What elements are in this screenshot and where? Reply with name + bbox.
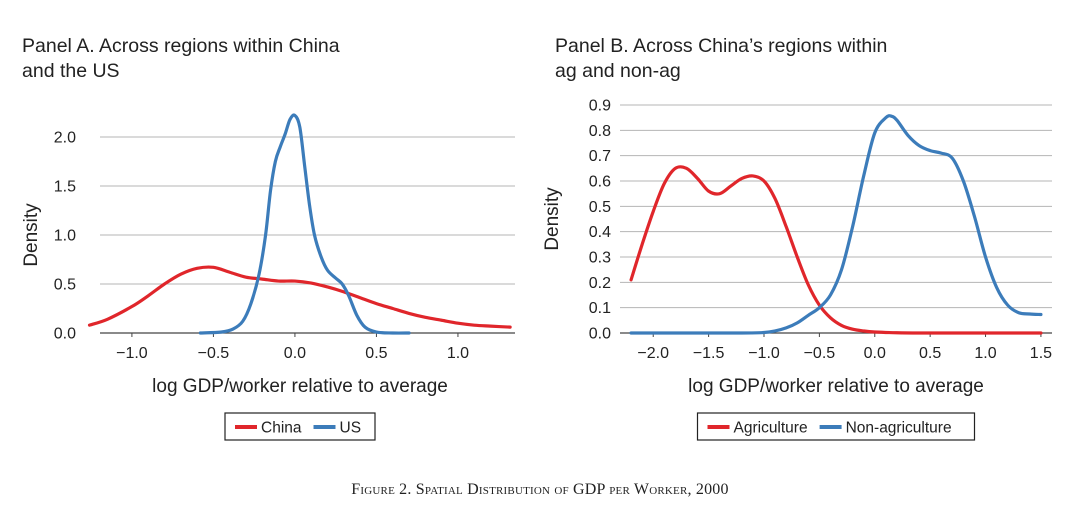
panel-b-ylabel: Density: [542, 187, 563, 251]
panel-b-ytick-label: 0.9: [589, 98, 611, 115]
panel-b-title-line: ag and non-ag: [555, 60, 681, 82]
panel-b: Panel B. Across China’s regions within ag…: [542, 35, 1052, 441]
panel-a: Panel A. Across regions within China and …: [21, 35, 515, 441]
panel-b-xtick-label: −2.0: [637, 345, 669, 362]
panel-b-legend-label: Agriculture: [734, 420, 808, 437]
panel-b-ytick-label: 0.5: [589, 199, 611, 216]
panel-a-legend-label: China: [261, 420, 302, 437]
panel-b-ytick-label: 0.4: [589, 224, 611, 241]
panel-a-ytick-label: 0.0: [54, 326, 76, 343]
panel-b-xlabel: log GDP/worker relative to average: [688, 376, 984, 397]
panel-a-legend: China US: [224, 412, 376, 441]
panel-a-xtick-label: −0.5: [198, 345, 230, 362]
panel-a-ytick-label: 1.0: [54, 228, 76, 245]
panel-b-xtick-label: 1.0: [974, 345, 996, 362]
panel-b-ytick-label: 0.7: [589, 148, 611, 165]
panel-b-legend: Agriculture Non-agriculture: [696, 412, 976, 441]
panel-a-legend-label: US: [340, 420, 362, 437]
panel-a-xtick-label: 1.0: [447, 345, 469, 362]
panel-a-title-line: and the US: [22, 60, 120, 82]
panel-b-xtick-label: 0.5: [919, 345, 941, 362]
panel-a-xtick-label: 0.0: [284, 345, 306, 362]
panel-b-ytick-label: 0.2: [589, 275, 611, 292]
panel-b-series-non-agriculture: [629, 114, 1043, 335]
panel-a-ytick-label: 0.5: [54, 277, 76, 294]
panel-b-xtick-label: 0.0: [864, 345, 886, 362]
panel-a-legend-box: [224, 412, 376, 441]
panel-a-ytick-label: 1.5: [54, 179, 76, 196]
panel-b-ytick-label: 0.3: [589, 250, 611, 267]
panel-b-series-agriculture: [629, 165, 1043, 335]
panel-a-ylabel: Density: [21, 203, 42, 267]
panel-b-ytick-label: 0.0: [589, 326, 611, 343]
panel-b-xtick-label: 1.5: [1030, 345, 1052, 362]
panel-a-series-us: [198, 113, 411, 335]
panel-a-xtick-label: −1.0: [116, 345, 148, 362]
panel-a-ytick-label: 2.0: [54, 130, 76, 147]
panel-b-ytick-label: 0.6: [589, 174, 611, 191]
panel-a-series-china: [87, 265, 512, 329]
panel-a-xlabel: log GDP/worker relative to average: [152, 376, 448, 397]
panel-b-legend-label: Non-agriculture: [846, 420, 952, 437]
panel-b-xtick-label: −0.5: [804, 345, 836, 362]
panel-b-xtick-label: −1.0: [748, 345, 780, 362]
panel-b-xtick-label: −1.5: [693, 345, 725, 362]
panel-a-title-line: Panel A. Across regions within China: [22, 35, 340, 57]
panel-b-ytick-label: 0.8: [589, 123, 611, 140]
panel-b-title-line: Panel B. Across China’s regions within: [555, 35, 887, 57]
panel-b-ytick-label: 0.1: [589, 300, 611, 317]
figure-caption: Figure 2. Spatial Distribution of GDP pe…: [351, 481, 729, 498]
panel-a-xtick-label: 0.5: [365, 345, 387, 362]
